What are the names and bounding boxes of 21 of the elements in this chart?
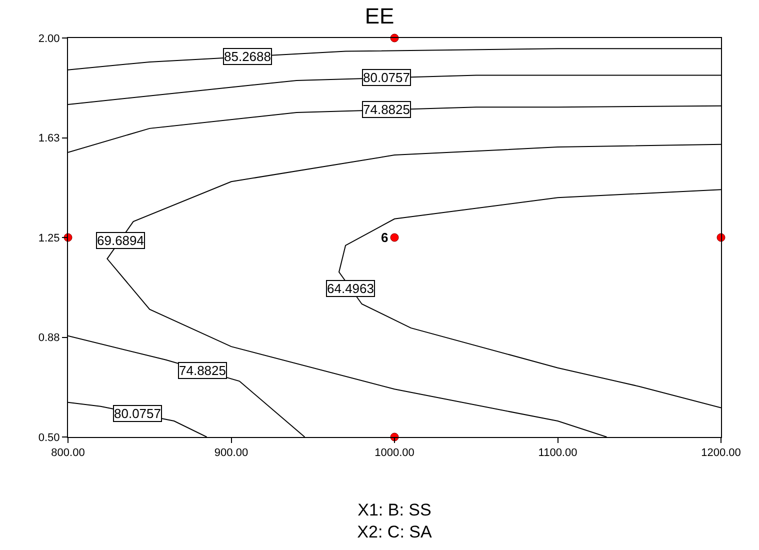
x-axis-title: X1: B: SS X2: C: SA bbox=[357, 500, 432, 542]
y-tick-label: 2.00 bbox=[38, 32, 60, 45]
series-label: 80.0757 bbox=[114, 406, 161, 421]
series-label: 80.0757 bbox=[363, 70, 410, 85]
y-tick-label: 0.88 bbox=[38, 332, 60, 344]
series-label: 74.8825 bbox=[363, 102, 410, 117]
x-tick-label: 800.00 bbox=[51, 447, 85, 460]
y-tick-label: 1.63 bbox=[38, 132, 60, 145]
x-tick-label: 1100.00 bbox=[538, 447, 578, 460]
point bbox=[390, 233, 399, 242]
annotation: 6 bbox=[381, 230, 388, 245]
y-tick-label: 0.50 bbox=[38, 432, 60, 444]
series-label: 64.4963 bbox=[327, 281, 374, 296]
x-tick-label: 900.00 bbox=[214, 447, 248, 460]
x-tick-label: 1000.00 bbox=[374, 447, 414, 460]
y-tick-label: 1.25 bbox=[38, 232, 60, 244]
series-label: 74.8825 bbox=[179, 363, 226, 378]
chart-title: EE bbox=[364, 4, 394, 29]
series-label: 69.6894 bbox=[97, 233, 144, 248]
x-tick-label: 1200.00 bbox=[701, 447, 741, 460]
series-label: 85.2688 bbox=[224, 49, 271, 64]
